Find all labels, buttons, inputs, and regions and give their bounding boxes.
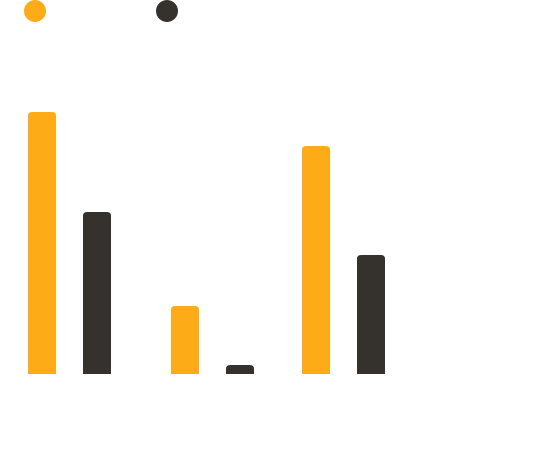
- bar: [83, 212, 111, 374]
- bar: [28, 112, 56, 374]
- bar: [302, 146, 330, 374]
- bar: [357, 255, 385, 374]
- bar: [171, 306, 199, 374]
- legend-marker: [24, 0, 46, 22]
- bar: [226, 365, 254, 374]
- legend-marker: [156, 0, 178, 22]
